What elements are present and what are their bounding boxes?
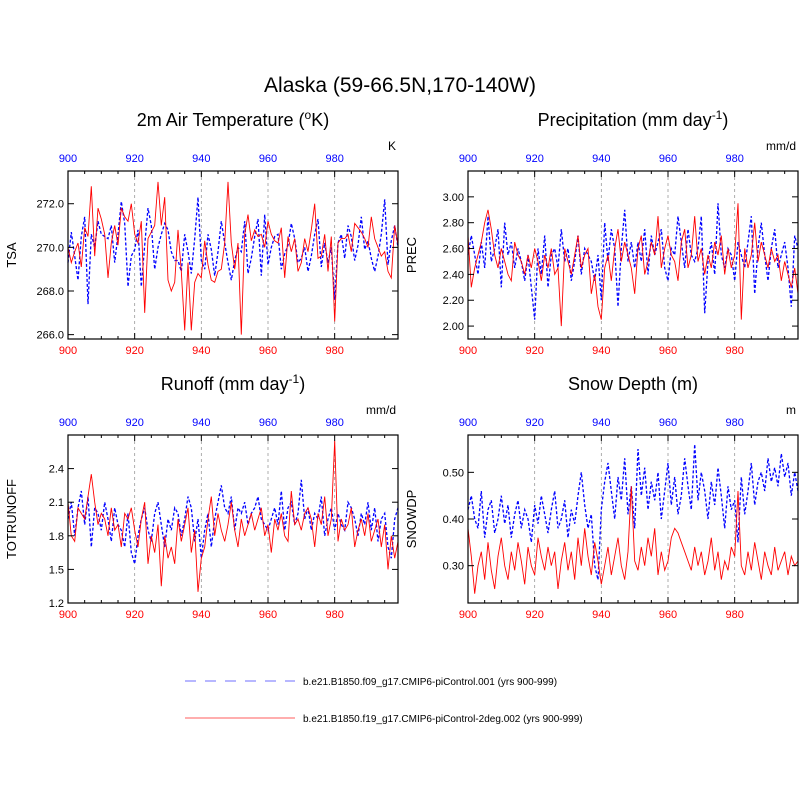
x-tick-label-top: 980: [325, 153, 343, 165]
x-tick-label-bottom: 960: [259, 345, 277, 357]
panel-tsa: 2m Air Temperature (oK) K TSA 900 900 920 920 9…: [4, 108, 399, 357]
y-tick-label: 0.30: [443, 561, 464, 573]
title-superscript: -1: [712, 108, 723, 122]
x-tick-label-bottom: 980: [725, 345, 743, 357]
y-tick-label: 1.8: [49, 531, 64, 543]
y-tick-label: 2.00: [443, 321, 464, 333]
units-label-tsa: K: [388, 139, 396, 153]
title-tail: ): [722, 110, 728, 130]
title-superscript: o: [305, 108, 312, 122]
panel-snowdp: Snow Depth (m) m SNOWDP 900 900 920 920 940 940 9…: [404, 374, 799, 621]
y-tick-label: 2.40: [443, 269, 464, 281]
y-tick-label: 272.0: [36, 199, 64, 211]
title-tail: ): [299, 374, 305, 394]
x-tick-label-top: 980: [725, 153, 743, 165]
series-line-control-runoff: [67, 479, 399, 564]
units-label-runoff: mm/d: [366, 403, 396, 417]
series-line-test-prec: [467, 203, 799, 327]
x-tick-label-bottom: 960: [659, 345, 677, 357]
x-tick-label-top: 940: [592, 153, 610, 165]
x-tick-label-bottom: 940: [592, 609, 610, 621]
plot-frame-prec: [467, 170, 799, 340]
y-tick-label: 2.20: [443, 295, 464, 307]
x-tick-label-top: 920: [125, 417, 143, 429]
x-tick-label-top: 920: [125, 153, 143, 165]
y-tick-label: 2.1: [49, 497, 64, 509]
x-tick-label-top: 980: [325, 417, 343, 429]
y-tick-label: 1.2: [49, 598, 64, 610]
panel-runoff: Runoff (mm day-1) mm/d TOTRUNOFF 900 900 920 9…: [4, 372, 399, 621]
x-tick-label-top: 960: [659, 153, 677, 165]
units-label-snowdp: m: [786, 403, 796, 417]
x-tick-label-bottom: 980: [325, 609, 343, 621]
panel-title-tsa: 2m Air Temperature (oK): [137, 108, 329, 130]
panel-prec: Precipitation (mm day-1) mm/d PREC 900 900 92…: [404, 108, 799, 357]
main-title: Alaska (59-66.5N,170-140W): [264, 74, 536, 97]
title-superscript: -1: [289, 372, 300, 386]
y-axis-label-runoff: TOTRUNOFF: [4, 479, 19, 559]
y-tick-label: 266.0: [36, 330, 64, 342]
x-tick-label-bottom: 900: [59, 345, 77, 357]
x-tick-label-bottom: 900: [459, 345, 477, 357]
x-tick-label-bottom: 920: [125, 609, 143, 621]
x-tick-label-bottom: 900: [59, 609, 77, 621]
x-tick-label-top: 960: [259, 417, 277, 429]
x-tick-label-top: 900: [459, 153, 477, 165]
y-tick-label: 0.40: [443, 514, 464, 526]
x-tick-label-bottom: 980: [325, 345, 343, 357]
x-tick-label-top: 920: [525, 153, 543, 165]
y-axis-label-prec: PREC: [404, 237, 419, 273]
x-tick-label-top: 960: [659, 417, 677, 429]
x-tick-label-bottom: 940: [592, 345, 610, 357]
x-tick-label-bottom: 960: [659, 609, 677, 621]
x-tick-label-top: 940: [192, 153, 210, 165]
x-tick-label-top: 920: [525, 417, 543, 429]
x-tick-label-top: 940: [192, 417, 210, 429]
x-tick-label-top: 900: [59, 153, 77, 165]
y-tick-label: 1.5: [49, 564, 64, 576]
y-tick-label: 2.4: [49, 464, 64, 476]
panel-title-prec: Precipitation (mm day-1): [538, 108, 729, 130]
units-label-prec: mm/d: [766, 139, 796, 153]
series-line-control-snowdp: [467, 444, 799, 580]
panel-title-runoff: Runoff (mm day-1): [161, 372, 305, 394]
x-tick-label-bottom: 940: [192, 609, 210, 621]
x-tick-label-bottom: 920: [125, 345, 143, 357]
x-tick-label-bottom: 980: [725, 609, 743, 621]
x-tick-label-bottom: 920: [525, 609, 543, 621]
legend-label-test: b.e21.B1850.f19_g17.CMIP6-piControl-2deg…: [303, 714, 583, 725]
x-tick-label-top: 960: [259, 153, 277, 165]
y-tick-label: 3.00: [443, 192, 464, 204]
plot-frame-runoff: [67, 434, 399, 604]
series-line-test-runoff: [67, 440, 399, 592]
y-axis-label-tsa: TSA: [4, 242, 19, 268]
x-tick-label-bottom: 940: [192, 345, 210, 357]
series-line-control-tsa: [67, 197, 399, 305]
x-tick-label-top: 900: [59, 417, 77, 429]
y-axis-label-snowdp: SNOWDP: [404, 490, 419, 549]
y-tick-label: 2.60: [443, 244, 464, 256]
y-tick-label: 2.80: [443, 218, 464, 230]
title-tail: K): [311, 110, 329, 130]
x-tick-label-bottom: 960: [259, 609, 277, 621]
x-tick-label-top: 900: [459, 417, 477, 429]
x-tick-label-top: 940: [592, 417, 610, 429]
x-tick-label-bottom: 900: [459, 609, 477, 621]
plot-frame-tsa: [67, 170, 399, 340]
y-tick-label: 268.0: [36, 286, 64, 298]
legend-label-control: b.e21.B1850.f09_g17.CMIP6-piControl.001 …: [303, 677, 557, 688]
x-tick-label-top: 980: [725, 417, 743, 429]
series-line-test-tsa: [67, 181, 399, 335]
series-line-test-snowdp: [467, 486, 799, 594]
series-line-control-prec: [467, 203, 799, 320]
panel-title-snowdp: Snow Depth (m): [568, 374, 698, 394]
x-tick-label-bottom: 920: [525, 345, 543, 357]
y-tick-label: 0.50: [443, 467, 464, 479]
y-tick-label: 270.0: [36, 242, 64, 254]
legend: b.e21.B1850.f09_g17.CMIP6-piControl.001 …: [185, 677, 583, 725]
